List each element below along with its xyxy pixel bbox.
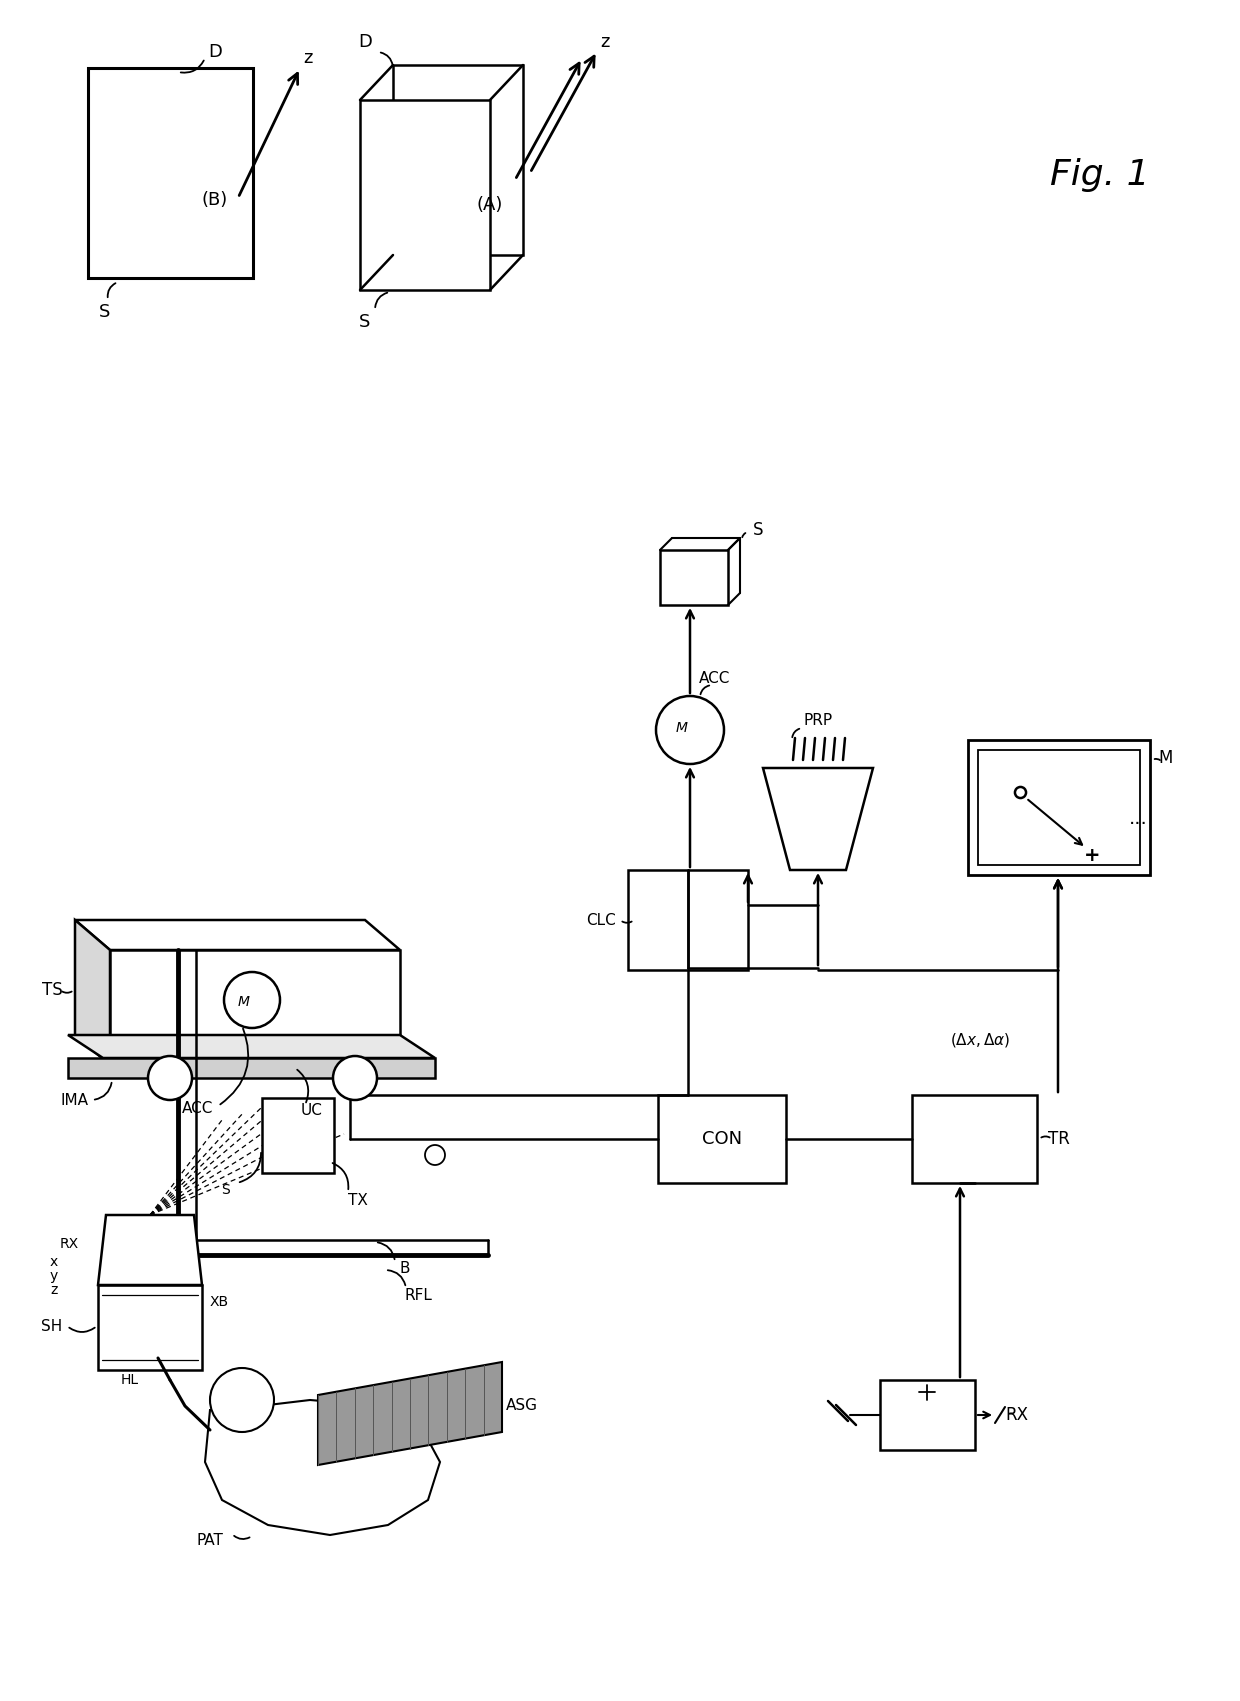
Text: IMA: IMA	[60, 1092, 88, 1107]
Text: ACC: ACC	[699, 670, 730, 686]
Text: ACC: ACC	[182, 1101, 213, 1116]
Circle shape	[148, 1056, 192, 1101]
Text: HL: HL	[122, 1373, 139, 1386]
Circle shape	[425, 1145, 445, 1165]
Polygon shape	[317, 1363, 502, 1465]
Polygon shape	[393, 65, 523, 255]
Text: z: z	[51, 1283, 58, 1296]
Bar	[88, 68, 253, 277]
Circle shape	[224, 971, 280, 1027]
Text: S: S	[753, 521, 764, 539]
Polygon shape	[68, 1058, 435, 1078]
Text: D: D	[208, 43, 222, 61]
Polygon shape	[74, 920, 110, 1065]
Text: S: S	[360, 313, 371, 332]
Text: XB: XB	[210, 1294, 229, 1310]
Text: ASG: ASG	[506, 1398, 538, 1412]
Polygon shape	[68, 1034, 435, 1058]
Text: z: z	[304, 49, 312, 66]
Text: RFL: RFL	[404, 1288, 432, 1303]
Text: +: +	[1084, 845, 1100, 864]
Bar	[968, 740, 1149, 874]
Text: Fig. 1: Fig. 1	[1050, 158, 1149, 192]
Text: y: y	[50, 1269, 58, 1283]
Circle shape	[656, 696, 724, 764]
Polygon shape	[74, 920, 401, 949]
Text: z: z	[600, 32, 610, 51]
Circle shape	[210, 1368, 274, 1432]
Text: $(\Delta x,\Delta\alpha)$: $(\Delta x,\Delta\alpha)$	[950, 1031, 1011, 1050]
Bar	[627, 869, 748, 970]
Text: M: M	[238, 995, 250, 1009]
Text: PAT: PAT	[197, 1533, 223, 1548]
Text: S: S	[221, 1182, 229, 1198]
Polygon shape	[110, 949, 401, 1065]
Bar	[262, 1099, 334, 1174]
Text: SH: SH	[41, 1318, 62, 1334]
Text: TS: TS	[42, 981, 63, 998]
Text: D: D	[358, 32, 372, 51]
Text: TR: TR	[1048, 1129, 1070, 1148]
Text: (A): (A)	[477, 196, 503, 214]
Polygon shape	[360, 100, 490, 289]
Bar	[660, 549, 728, 606]
Polygon shape	[98, 1215, 202, 1284]
Bar	[880, 1380, 975, 1449]
Bar	[911, 1095, 1037, 1182]
Text: B: B	[399, 1260, 410, 1276]
Bar	[658, 1095, 786, 1182]
Text: CLC: CLC	[587, 912, 616, 927]
Circle shape	[334, 1056, 377, 1101]
Text: (B): (B)	[202, 191, 228, 209]
Polygon shape	[205, 1400, 440, 1534]
Text: M: M	[1158, 748, 1172, 767]
Text: S: S	[99, 303, 110, 321]
Text: M: M	[676, 721, 688, 735]
Text: RX: RX	[1006, 1407, 1028, 1424]
Bar	[978, 750, 1140, 866]
Text: x: x	[50, 1255, 58, 1269]
Polygon shape	[98, 1284, 202, 1369]
Text: RX: RX	[60, 1237, 79, 1250]
Text: ...: ...	[1128, 808, 1147, 827]
Text: PRP: PRP	[804, 713, 832, 728]
Text: TX: TX	[348, 1192, 368, 1208]
Text: UC: UC	[301, 1102, 322, 1118]
Polygon shape	[763, 767, 873, 869]
Text: CON: CON	[702, 1129, 742, 1148]
